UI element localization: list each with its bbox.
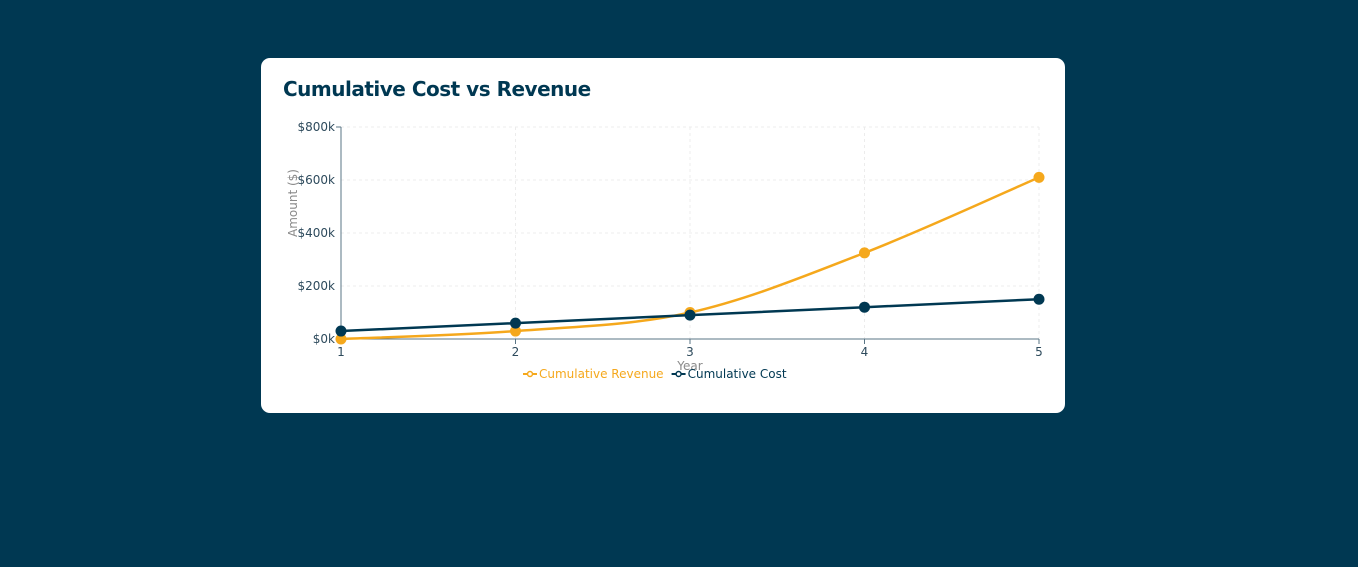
data-point [1033, 171, 1045, 183]
x-tick-label: 5 [1035, 345, 1043, 359]
legend-marker [675, 370, 682, 378]
y-tick-label: $0k [313, 332, 335, 346]
x-tick-label: 4 [861, 345, 869, 359]
data-point [335, 333, 347, 345]
data-point [510, 317, 521, 329]
data-point [859, 247, 870, 259]
x-tick-label: 1 [337, 345, 345, 359]
x-axis-label: Year [676, 359, 702, 373]
y-tick-label: $600k [298, 173, 336, 187]
y-tick-label: $400k [298, 226, 336, 240]
data-point [684, 309, 696, 321]
chart-title: Cumulative Cost vs Revenue [283, 77, 591, 101]
y-axis-label: Amount ($) [286, 169, 300, 237]
data-point [510, 325, 521, 337]
y-tick-label: $800k [298, 120, 336, 134]
y-tick-label: $200k [298, 279, 336, 293]
data-point [859, 301, 870, 313]
legend-label: Cumulative Revenue [539, 367, 664, 381]
line-chart: $0k $200k $400k $600k $800k 1 2 3 4 5 Year Amount (… [286, 120, 1045, 381]
legend-label: Cumulative Cost [688, 367, 787, 381]
x-tick-label: 2 [512, 345, 520, 359]
chart-card: Cumulative Cost vs Revenue $0k $200k $400k… [261, 58, 1065, 413]
data-point [1033, 293, 1045, 305]
legend-marker [526, 370, 534, 378]
data-point [335, 325, 347, 337]
x-tick-label: 3 [686, 345, 694, 359]
